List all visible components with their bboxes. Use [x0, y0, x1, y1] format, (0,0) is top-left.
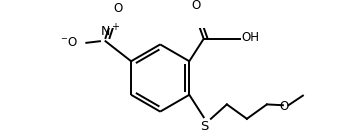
Text: O: O	[279, 100, 288, 113]
Text: O: O	[192, 0, 201, 12]
Text: O: O	[114, 2, 123, 15]
Text: $^{-}$O: $^{-}$O	[60, 35, 78, 49]
Text: +: +	[111, 22, 119, 32]
Text: N: N	[101, 25, 110, 38]
Text: OH: OH	[241, 31, 259, 44]
Text: S: S	[200, 120, 209, 133]
